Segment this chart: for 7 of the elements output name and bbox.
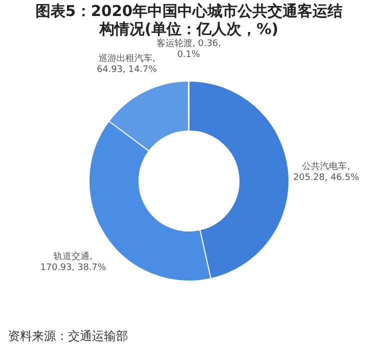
slice-label: 巡游出租汽车, 64.93, 14.7%	[96, 52, 158, 75]
text: 图表5：2020年中国中心城市公共交通客运结	[35, 2, 343, 20]
slice-label: 轨道交通, 170.93, 38.7%	[40, 251, 107, 274]
text: 构情况(单位：亿人次，%)	[100, 20, 278, 38]
text: 资料来源：交通运输部	[8, 329, 128, 343]
slice-label: 公共汽电车, 205.28, 46.5%	[293, 160, 360, 183]
slice-label: 客运轮渡, 0.36, 0.1%	[156, 38, 221, 60]
